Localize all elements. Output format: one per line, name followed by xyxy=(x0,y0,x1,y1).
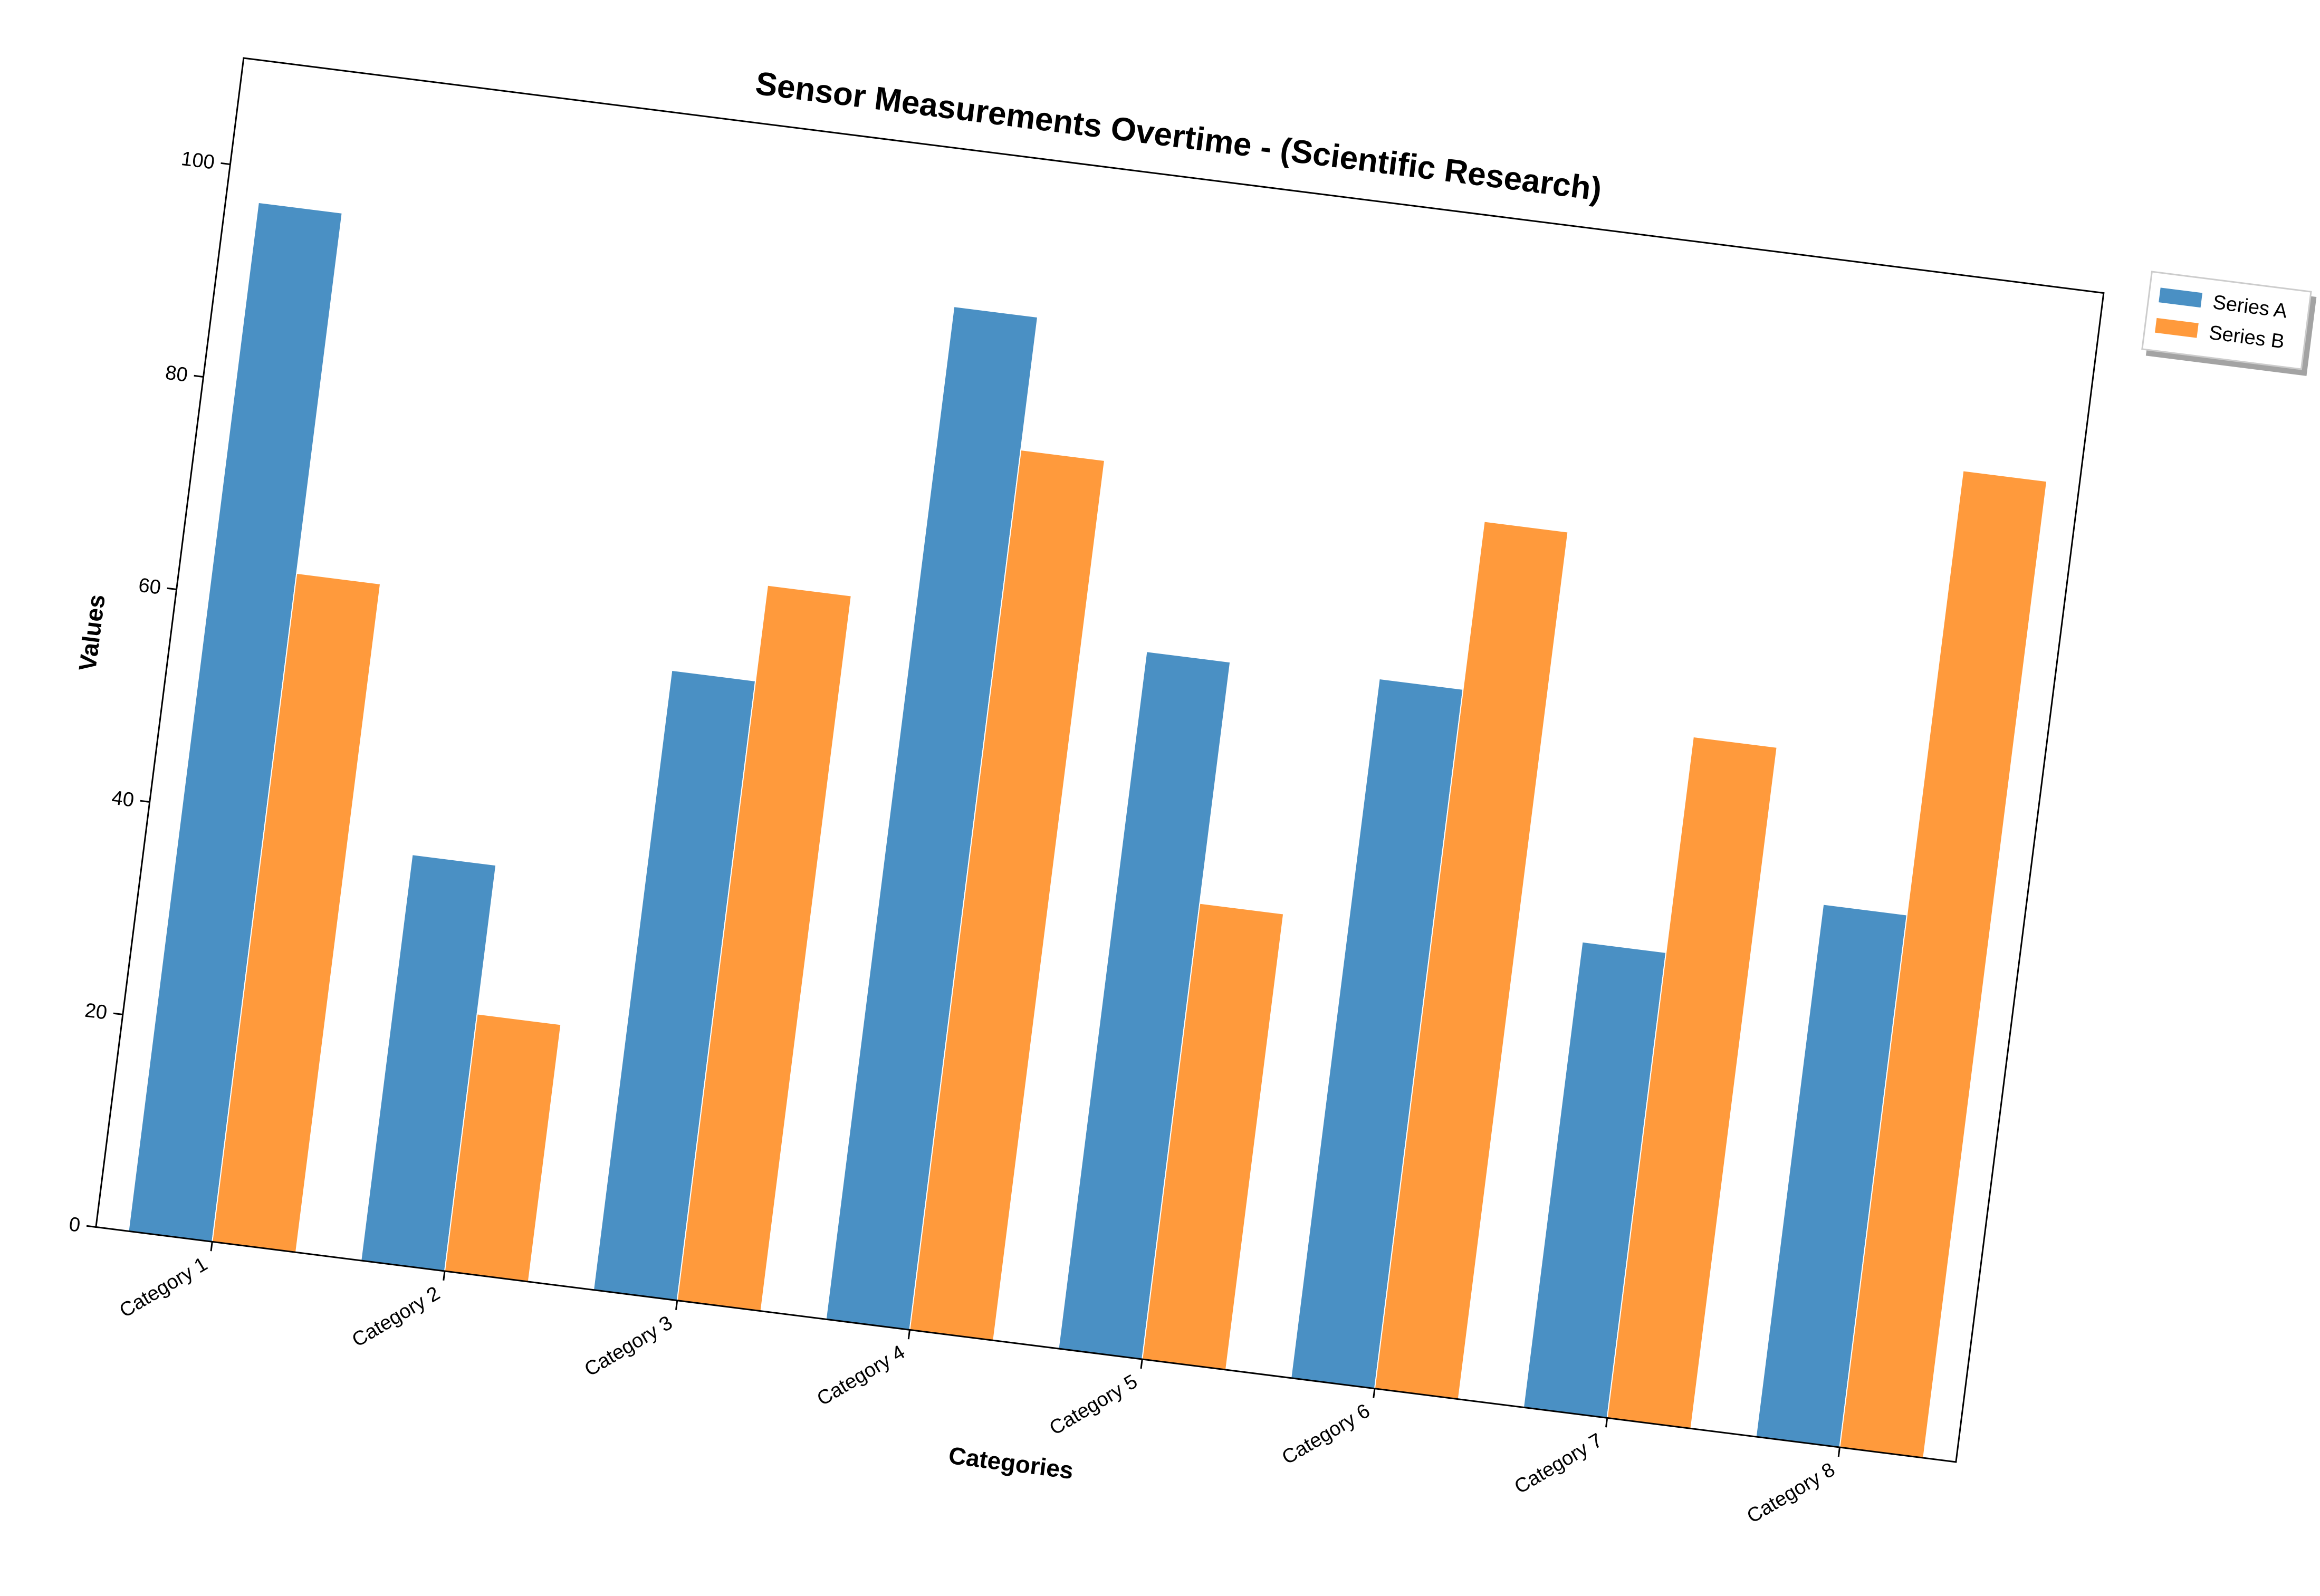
x-tick-label: Category 3 xyxy=(581,1312,676,1381)
x-tick-label: Category 2 xyxy=(348,1282,444,1351)
y-tick-label: 40 xyxy=(110,787,135,812)
y-tick-label: 60 xyxy=(137,574,162,599)
x-tick-mark xyxy=(675,1300,678,1310)
y-tick-mark xyxy=(221,162,231,166)
legend: Series A Series B xyxy=(2141,271,2312,370)
plot-frame xyxy=(95,57,2105,1463)
x-tick-mark xyxy=(210,1242,213,1252)
x-tick-label: Category 6 xyxy=(1278,1400,1374,1469)
x-tick-label: Category 1 xyxy=(116,1253,211,1322)
x-tick-mark xyxy=(443,1271,446,1281)
x-tick-mark xyxy=(1605,1418,1608,1428)
x-tick-mark xyxy=(1373,1388,1376,1398)
y-tick-mark xyxy=(194,374,204,378)
legend-swatch-series-b xyxy=(2154,318,2199,338)
bars xyxy=(128,201,2048,1459)
chart-rotated-group: 0 20 40 60 80 100 Category 1 Category 2 Categor… xyxy=(68,57,2105,1528)
x-tick-mark xyxy=(1837,1447,1840,1457)
y-tick-mark xyxy=(86,1225,97,1228)
y-tick-label: 20 xyxy=(83,999,108,1024)
axes xyxy=(95,57,2105,1463)
y-tick-mark xyxy=(140,800,150,803)
x-tick-mark xyxy=(1140,1359,1143,1369)
x-axis-label: Categories xyxy=(947,1441,1075,1484)
y-tick-mark xyxy=(167,587,177,591)
x-tick-label: Category 7 xyxy=(1511,1429,1606,1498)
y-axis-label: Values xyxy=(73,593,110,672)
x-tick-mark xyxy=(907,1330,910,1340)
x-tick-label: Category 8 xyxy=(1743,1458,1839,1527)
y-tick-mark xyxy=(113,1012,123,1015)
legend-swatch-series-a xyxy=(2159,287,2203,308)
y-axis-ticks: 0 20 40 60 80 100 xyxy=(68,148,231,1237)
y-tick-label: 100 xyxy=(180,148,216,174)
y-tick-label: 0 xyxy=(68,1213,81,1236)
x-tick-label: Category 4 xyxy=(813,1341,909,1410)
x-tick-label: Category 5 xyxy=(1046,1370,1141,1439)
y-tick-label: 80 xyxy=(164,362,189,387)
